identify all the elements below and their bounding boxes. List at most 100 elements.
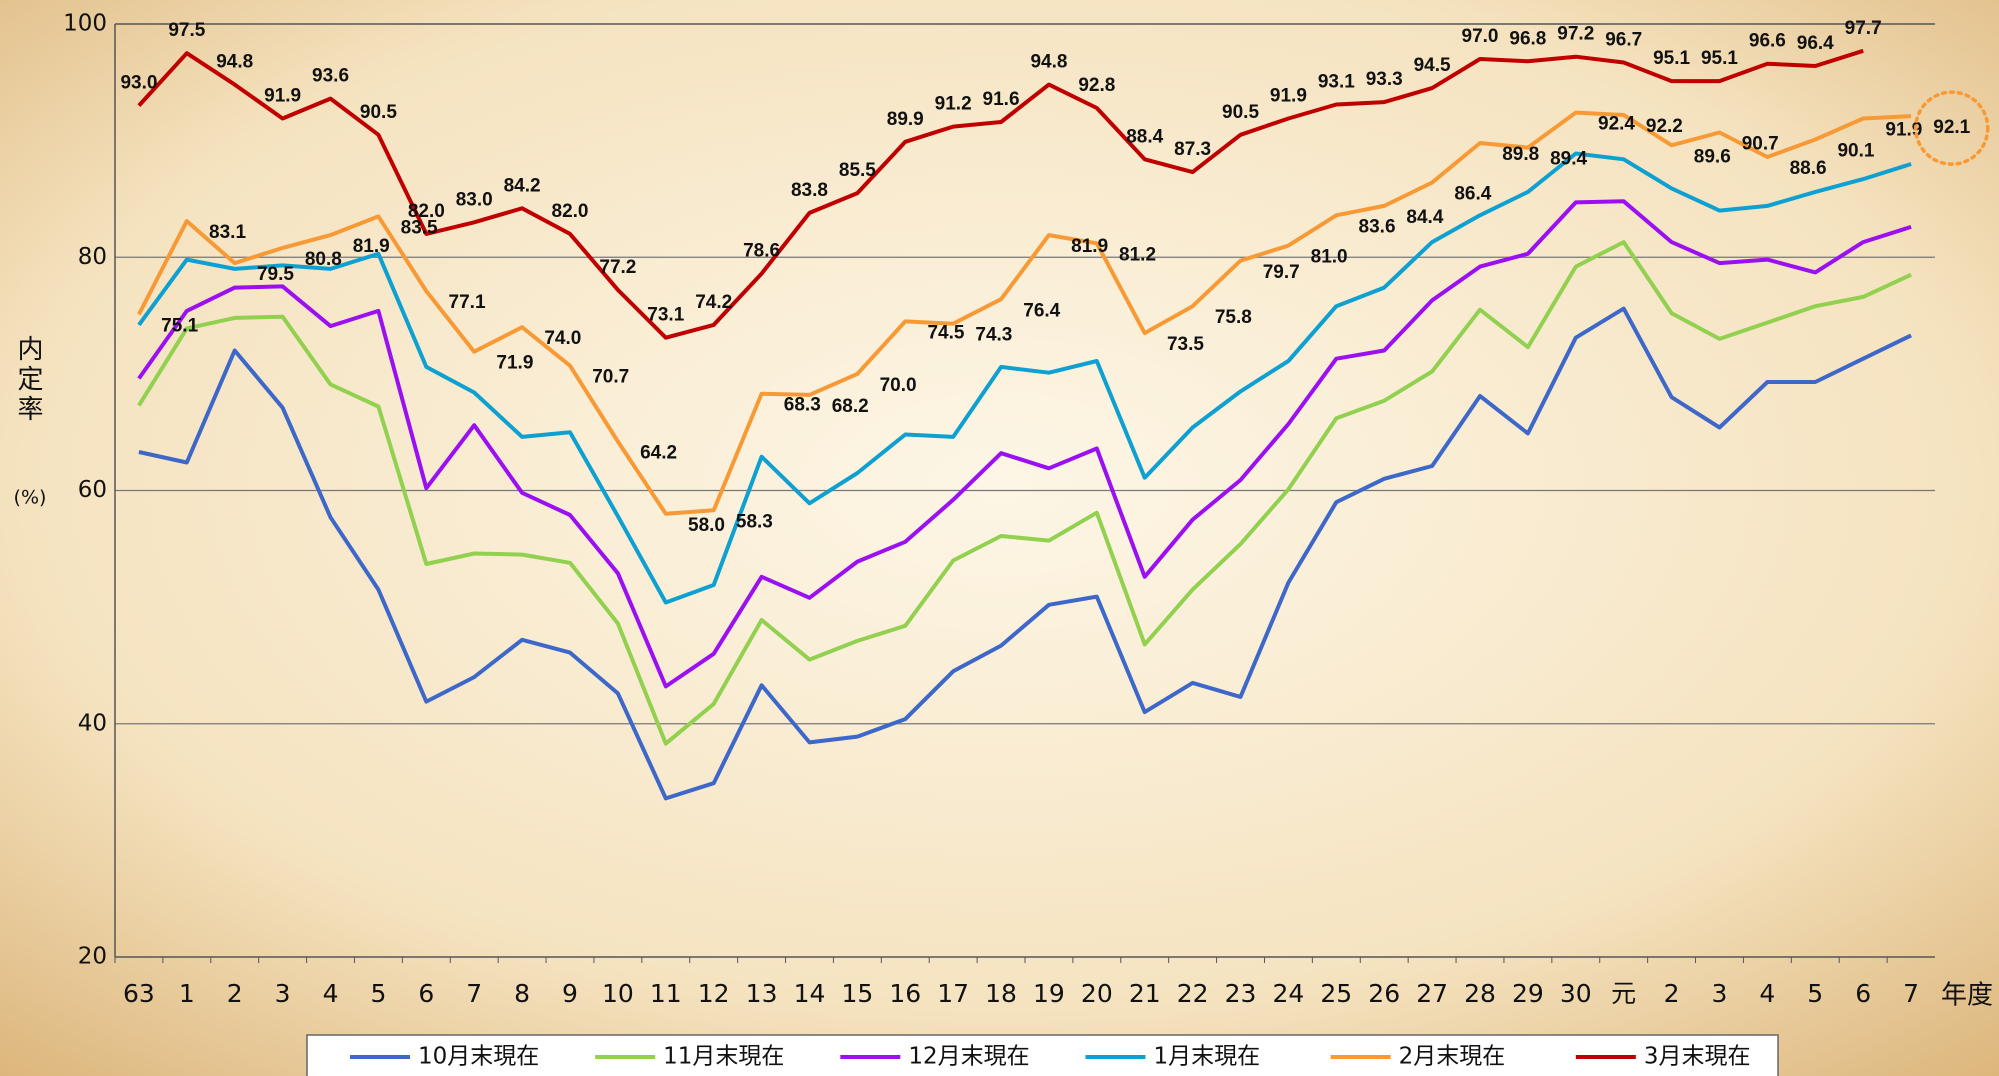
data-label: 97.7 (1845, 18, 1882, 39)
x-tick-label: 2 (1664, 979, 1680, 1008)
data-label: 74.2 (695, 292, 732, 313)
x-tick-label: 11 (650, 979, 682, 1008)
data-label: 74.3 (975, 325, 1012, 346)
data-label: 71.9 (496, 353, 533, 374)
x-tick-label: 3 (1712, 979, 1728, 1008)
x-tick-label: 12 (698, 979, 730, 1008)
data-label: 93.1 (1318, 71, 1355, 92)
series-line (137, 151, 1912, 605)
data-label: 83.8 (791, 180, 828, 201)
data-label: 81.0 (1311, 247, 1348, 268)
data-label: 81.2 (1119, 244, 1156, 265)
data-label: 83.6 (1359, 216, 1396, 237)
data-label: 91.2 (935, 94, 972, 115)
data-label: 81.9 (353, 236, 390, 257)
data-label: 88.4 (1126, 126, 1163, 147)
x-tick-label: 19 (1033, 979, 1065, 1008)
data-label: 97.2 (1557, 24, 1594, 45)
y-tick-label: 40 (78, 710, 107, 736)
legend-label: 2月末現在 (1399, 1044, 1506, 1070)
x-tick-label: 8 (514, 979, 530, 1008)
data-label: 97.5 (168, 20, 205, 41)
x-tick-label: 9 (562, 979, 578, 1008)
data-label: 73.5 (1167, 334, 1204, 355)
x-tick-label: 27 (1416, 979, 1448, 1008)
data-label: 84.2 (504, 175, 541, 196)
data-label: 91.9 (1885, 119, 1922, 140)
x-tick-label: 17 (937, 979, 969, 1008)
x-tick-label: 25 (1320, 979, 1352, 1008)
data-label: 74.5 (927, 322, 964, 343)
data-label: 83.5 (401, 217, 438, 238)
y-axis-unit: (%) (14, 487, 47, 509)
x-tick-label: 4 (323, 979, 339, 1008)
data-label: 75.8 (1215, 307, 1252, 328)
y-tick-label: 20 (78, 944, 107, 970)
y-axis-label: 内定率 (13, 335, 43, 425)
legend-label: 12月末現在 (908, 1044, 1029, 1070)
data-label: 96.8 (1509, 28, 1546, 49)
data-label: 92.1 (1933, 117, 1970, 138)
data-label: 80.8 (305, 249, 342, 270)
data-label: 85.5 (839, 160, 876, 181)
data-label: 86.4 (1454, 184, 1491, 205)
x-tick-label: 3 (275, 979, 291, 1008)
data-label: 92.2 (1646, 116, 1683, 137)
data-label: 75.1 (161, 315, 198, 336)
data-label: 92.4 (1598, 114, 1635, 135)
data-label: 91.9 (264, 85, 301, 106)
x-tick-label: 7 (466, 979, 482, 1008)
data-label: 90.1 (1837, 140, 1874, 161)
data-label: 91.6 (983, 89, 1020, 110)
x-tick-label: 6 (1855, 979, 1871, 1008)
data-label: 70.7 (592, 367, 629, 388)
x-tick-label: 5 (1807, 979, 1823, 1008)
x-tick-label: 23 (1225, 979, 1257, 1008)
data-label: 89.9 (887, 109, 924, 130)
data-label: 89.6 (1694, 146, 1731, 167)
data-label: 68.2 (832, 396, 869, 417)
x-tick-label: 4 (1759, 979, 1775, 1008)
x-tick-label: 24 (1273, 979, 1305, 1008)
data-label: 90.7 (1742, 133, 1779, 154)
x-axis-label: 年度 (1941, 981, 1993, 1011)
data-label: 95.1 (1653, 48, 1690, 69)
x-tick-label: 30 (1560, 979, 1592, 1008)
data-label: 87.3 (1174, 139, 1211, 160)
data-label: 95.1 (1701, 48, 1738, 69)
legend-label: 3月末現在 (1644, 1044, 1751, 1070)
legend-label: 10月末現在 (418, 1044, 539, 1070)
data-label: 90.5 (1222, 102, 1259, 123)
data-label: 93.0 (120, 73, 157, 94)
data-label: 91.9 (1270, 85, 1307, 106)
series-line (137, 199, 1912, 689)
x-tick-label: 16 (889, 979, 921, 1008)
data-label: 81.9 (1071, 236, 1108, 257)
data-label: 89.4 (1550, 149, 1587, 170)
x-tick-label: 13 (746, 979, 778, 1008)
x-tick-label: 5 (370, 979, 386, 1008)
data-label: 58.3 (736, 511, 773, 532)
x-tick-label: 22 (1177, 979, 1209, 1008)
y-tick-label: 80 (78, 244, 107, 270)
x-tick-label: 元 (1611, 979, 1636, 1008)
series-line (138, 306, 1912, 801)
data-label: 82.0 (408, 201, 445, 222)
y-tick-label: 60 (78, 477, 107, 503)
legend-label: 1月末現在 (1154, 1044, 1261, 1070)
y-tick-label: 100 (63, 11, 107, 37)
data-label: 96.4 (1797, 33, 1834, 54)
x-tick-label: 10 (602, 979, 634, 1008)
data-label: 93.3 (1366, 69, 1403, 90)
data-label: 90.5 (360, 102, 397, 123)
data-label: 94.5 (1414, 55, 1451, 76)
data-label: 83.0 (456, 189, 493, 210)
data-label: 94.8 (216, 52, 253, 73)
x-tick-label: 21 (1129, 979, 1161, 1008)
x-tick-label: 7 (1903, 979, 1919, 1008)
x-tick-label: 15 (841, 979, 873, 1008)
data-label: 78.6 (743, 241, 780, 262)
x-tick-label: 29 (1512, 979, 1544, 1008)
